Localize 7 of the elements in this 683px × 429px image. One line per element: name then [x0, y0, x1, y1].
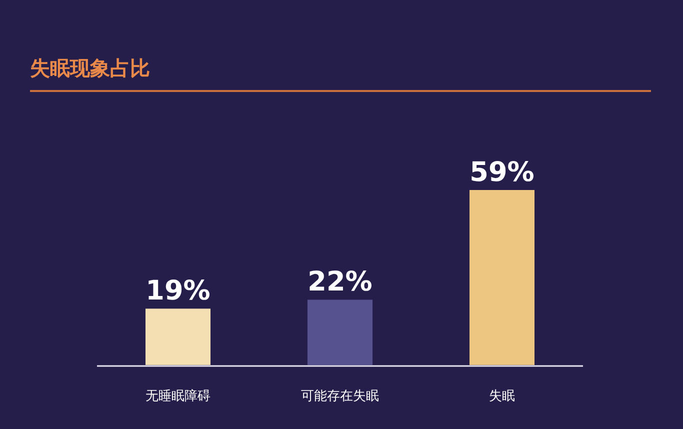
data-label: 19% [146, 276, 210, 307]
x-tick-label: 失眠 [489, 389, 515, 404]
chart-title: 失眠现象占比 [30, 56, 150, 80]
x-tick-label: 可能存在失眠 [301, 389, 379, 404]
data-label: 59% [470, 157, 534, 188]
x-tick-label: 无睡眠障碍 [146, 389, 210, 404]
data-label: 22% [308, 266, 372, 298]
